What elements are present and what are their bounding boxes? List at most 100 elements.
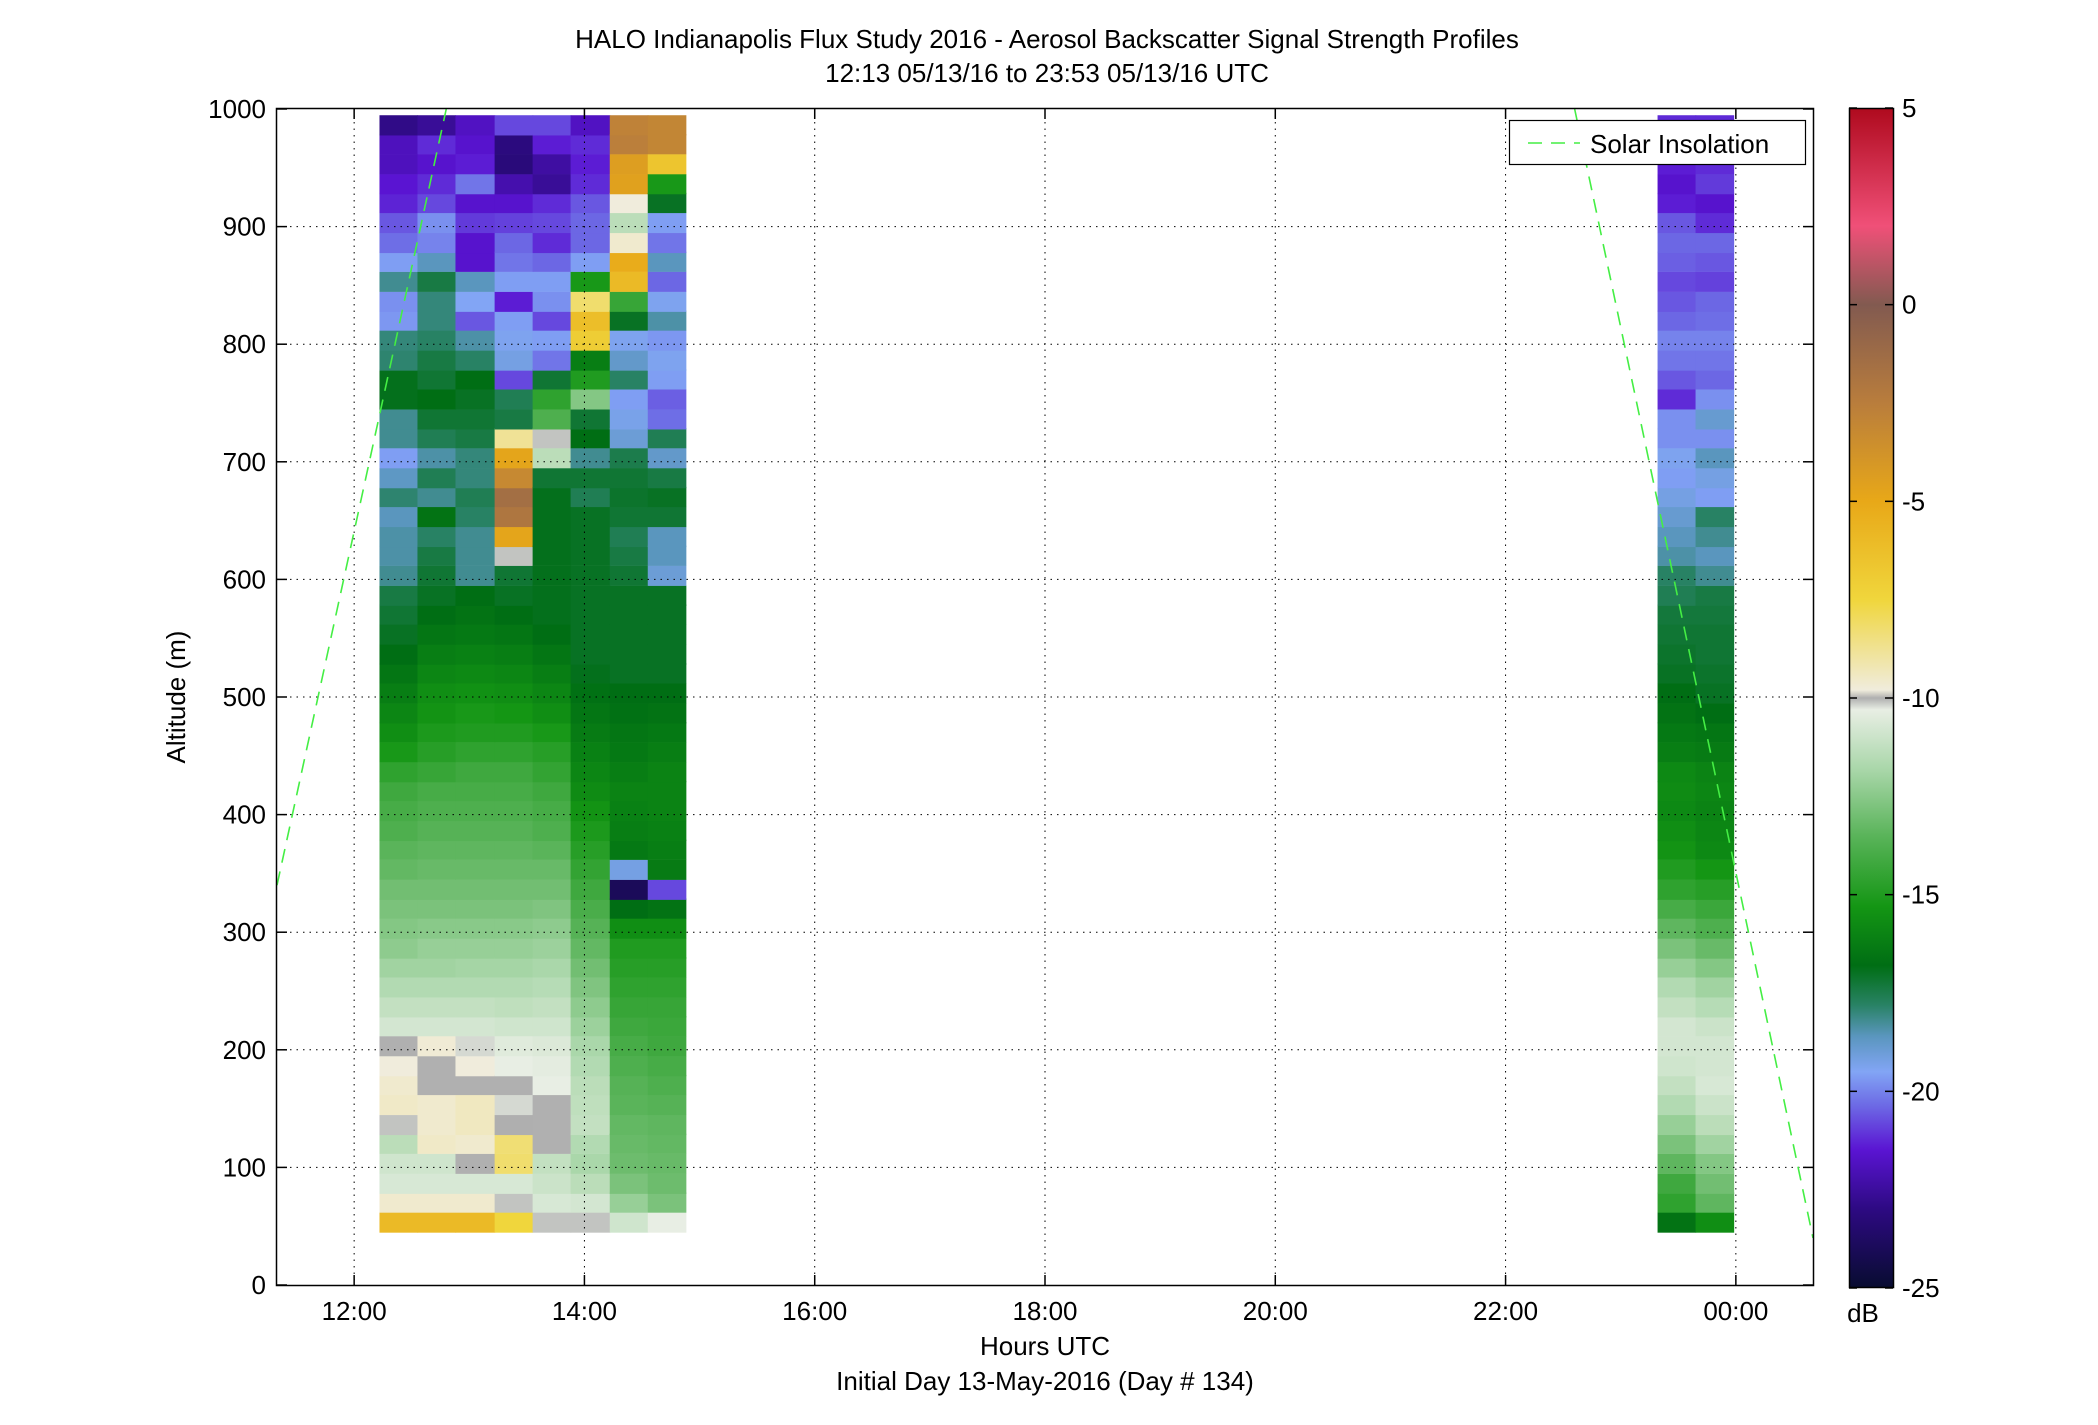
heatmap-cell [455, 409, 496, 430]
heatmap-cell [647, 918, 687, 939]
heatmap-cell [647, 350, 687, 371]
heatmap-cell [570, 174, 611, 195]
heatmap-cell [417, 212, 457, 234]
heatmap-cell [609, 350, 649, 371]
heatmap-cell [494, 389, 534, 410]
heatmap-cell [494, 565, 534, 586]
heatmap-cell [609, 839, 649, 860]
heatmap-cell [417, 565, 457, 586]
heatmap-cell [609, 212, 649, 234]
heatmap-cell [1695, 1094, 1735, 1116]
heatmap-cell [455, 526, 496, 548]
heatmap-cell [1695, 918, 1735, 939]
heatmap-cell [532, 271, 572, 292]
heatmap-cell [570, 545, 611, 566]
x-tick-label: 14:00 [552, 1296, 617, 1326]
heatmap-cell [532, 644, 572, 665]
heatmap-cell [494, 232, 534, 254]
heatmap-cell [609, 800, 649, 822]
heatmap-cell [609, 703, 649, 724]
heatmap-cell [1657, 1212, 1697, 1233]
heatmap-cell [494, 780, 534, 802]
heatmap-cell [417, 506, 457, 528]
heatmap-cell [532, 703, 572, 724]
heatmap-cell [1657, 703, 1697, 724]
heatmap-cell [609, 1133, 649, 1154]
heatmap-cell [647, 1153, 687, 1174]
heatmap-cell [647, 1074, 687, 1096]
heatmap-cell [1695, 545, 1735, 566]
heatmap-cell [1695, 174, 1735, 195]
heatmap-cell [379, 977, 419, 998]
heatmap-cell [379, 957, 419, 978]
heatmap-cell [379, 898, 419, 919]
heatmap-cell [494, 1173, 534, 1194]
heatmap-cell [1695, 820, 1735, 842]
heatmap-cell [417, 486, 457, 508]
heatmap-cell [570, 192, 611, 214]
heatmap-cell [494, 1094, 534, 1116]
heatmap-cell [609, 722, 649, 743]
heatmap-cell [609, 683, 649, 704]
heatmap-cell [494, 428, 534, 449]
heatmap-cell [532, 604, 572, 625]
heatmap-cell [647, 545, 687, 566]
heatmap-cell [379, 330, 419, 351]
x-tick-label: 16:00 [782, 1296, 847, 1326]
initial-day-label: Initial Day 13-May-2016 (Day # 134) [836, 1366, 1254, 1396]
heatmap-cell [455, 115, 496, 136]
heatmap-cell [417, 1114, 457, 1136]
heatmap-cell [532, 486, 572, 508]
heatmap-cell [532, 820, 572, 842]
heatmap-cell [1657, 762, 1697, 783]
heatmap-cell [494, 839, 534, 860]
heatmap-cell [647, 820, 687, 842]
heatmap-cell [455, 624, 496, 645]
heatmap-cell [570, 780, 611, 802]
heatmap-cell [417, 1036, 457, 1057]
heatmap-cell [494, 271, 534, 292]
heatmap-cell [532, 957, 572, 978]
heatmap-cell [1657, 310, 1697, 331]
y-tick-label: 900 [223, 212, 266, 242]
heatmap-cell [609, 115, 649, 136]
heatmap-cell [609, 898, 649, 919]
heatmap-cell [570, 839, 611, 860]
heatmap-cell [494, 115, 534, 136]
heatmap-cell [1657, 918, 1697, 939]
y-tick-label: 300 [223, 917, 266, 947]
heatmap-cell [570, 1094, 611, 1116]
heatmap-cell [494, 212, 534, 234]
heatmap-cell [417, 1153, 457, 1174]
y-tick-label: 700 [223, 447, 266, 477]
heatmap-cell [570, 291, 611, 312]
heatmap-cell [494, 957, 534, 978]
heatmap-cell [570, 565, 611, 586]
heatmap-cell [1657, 1114, 1697, 1136]
heatmap-cell [455, 486, 496, 508]
heatmap-cell [532, 192, 572, 214]
heatmap-cell [647, 1173, 687, 1194]
heatmap-cell [379, 271, 419, 292]
heatmap-cell [532, 545, 572, 566]
heatmap-cell [609, 486, 649, 508]
heatmap-cell [647, 997, 687, 1018]
heatmap-cell [1657, 1133, 1697, 1154]
heatmap-cell [1695, 310, 1735, 331]
heatmap-cell [1657, 271, 1697, 292]
heatmap-cell [379, 800, 419, 822]
y-axis-label: Altitude (m) [161, 631, 191, 764]
heatmap-cell [494, 624, 534, 645]
heatmap-cell [609, 565, 649, 586]
heatmap-cell [647, 898, 687, 919]
heatmap-cell [379, 604, 419, 625]
heatmap-cell [532, 1192, 572, 1213]
heatmap-cell [570, 1016, 611, 1037]
heatmap-cell [494, 859, 534, 880]
heatmap-cell [570, 859, 611, 880]
heatmap-cell [532, 1153, 572, 1174]
heatmap-cell [532, 938, 572, 959]
heatmap-cell [609, 545, 649, 566]
heatmap-cell [647, 644, 687, 665]
heatmap-cell [1695, 1114, 1735, 1136]
